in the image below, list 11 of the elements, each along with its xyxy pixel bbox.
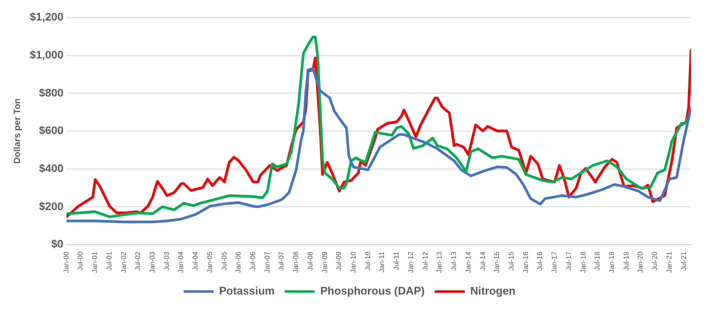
legend-label: Nitrogen bbox=[470, 286, 516, 298]
y-tick-label: $0 bbox=[51, 238, 64, 251]
y-tick-label: $1,000 bbox=[30, 49, 64, 62]
y-tick-label: $200 bbox=[38, 200, 64, 213]
legend-label: Phosphorous (DAP) bbox=[320, 286, 426, 298]
y-tick-label: $400 bbox=[38, 162, 64, 175]
y-tick-label: $1,200 bbox=[30, 12, 64, 24]
y-tick-label: $800 bbox=[38, 87, 64, 100]
y-tick-label: $600 bbox=[38, 125, 64, 138]
legend-label: Potassium bbox=[219, 286, 275, 298]
y-axis-title: Dollars per Ton bbox=[12, 98, 22, 164]
